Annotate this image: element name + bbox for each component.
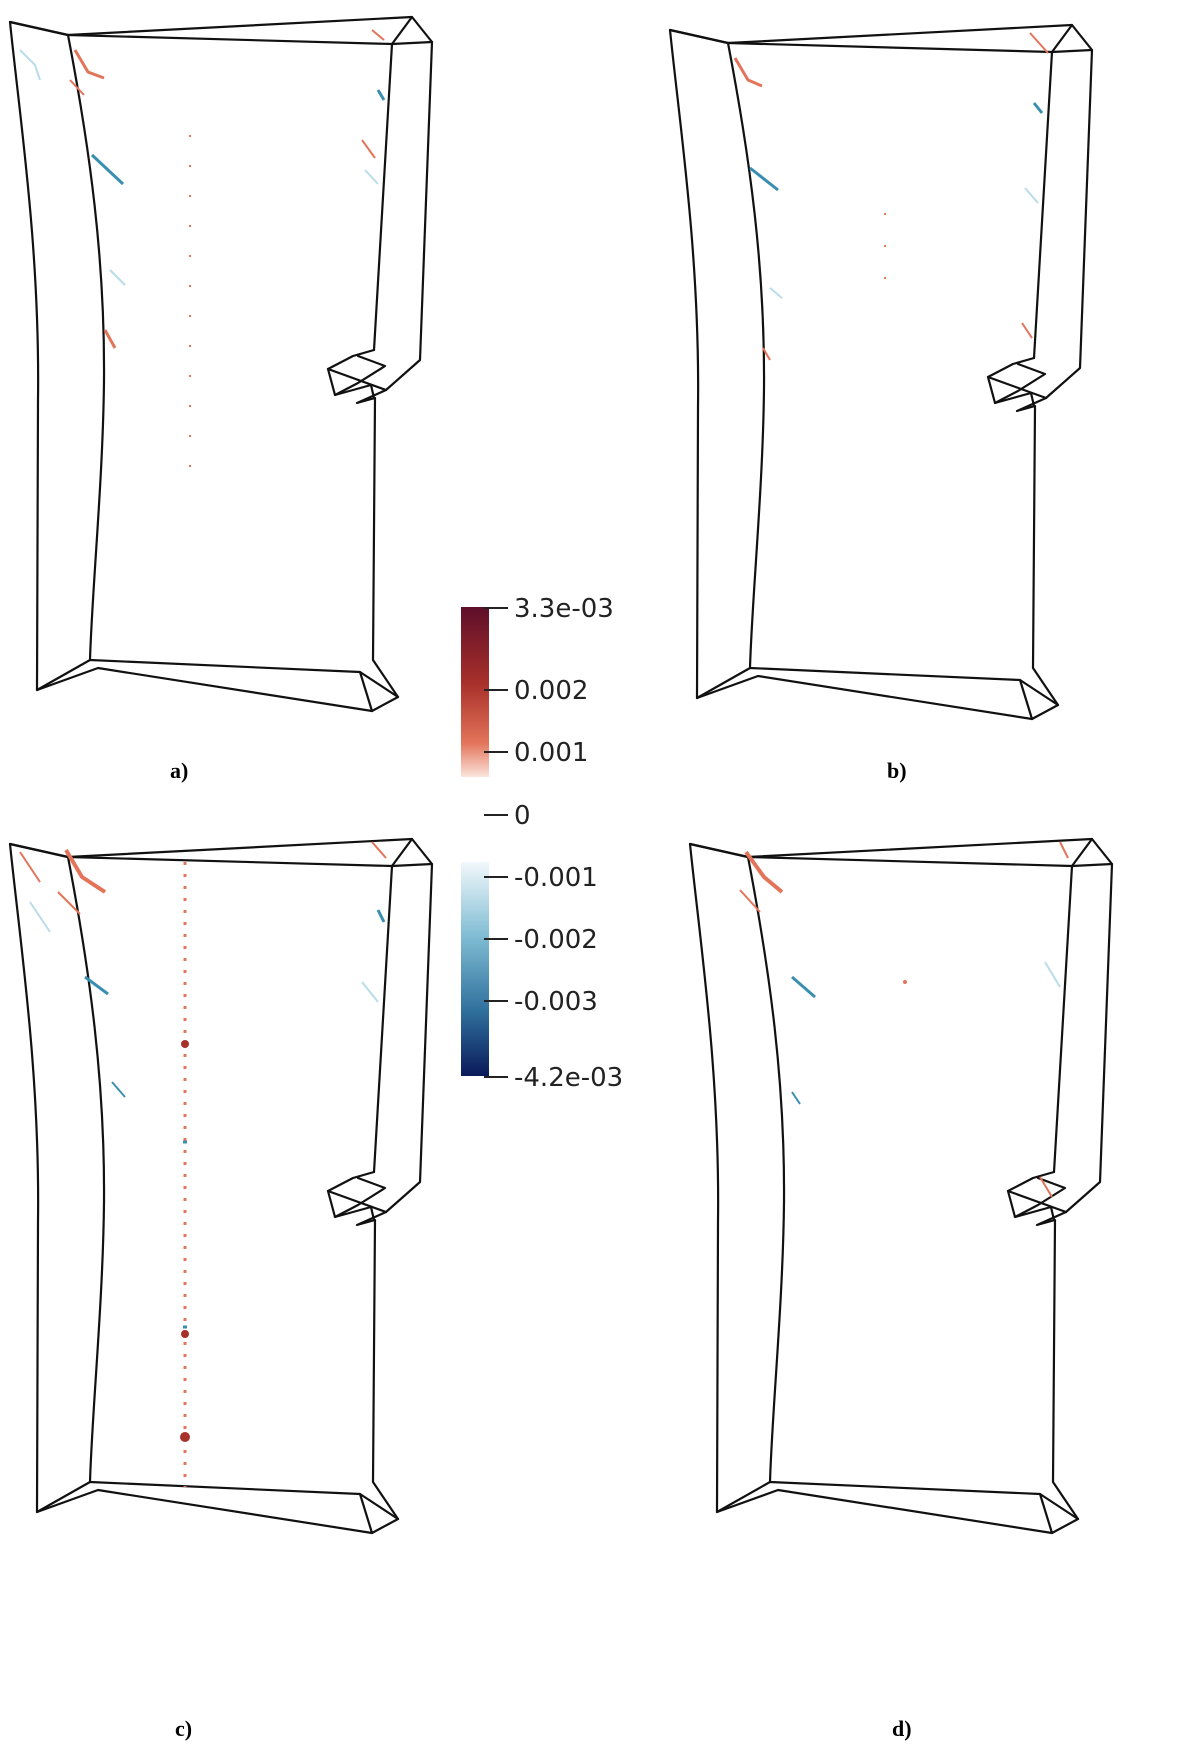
colorbar-ticks: 0.002 0.001 0 -0.001 -0.002 -0.003	[484, 676, 598, 1017]
panel-label-a: a)	[170, 758, 188, 783]
colorbar: 3.3e-03 0.002 0.001 0 -0.001 -0.002 -0.003 -4…	[461, 594, 623, 1093]
specimen-wireframe-d	[688, 837, 1114, 1535]
colorbar-negative-segment	[461, 862, 489, 1076]
panel-c: c)	[8, 837, 434, 1741]
field-markers-c	[19, 841, 387, 1487]
colorbar-tick-label: 0	[514, 801, 531, 831]
colorbar-tick-label: -0.003	[514, 987, 598, 1017]
specimen-wireframe-a	[8, 15, 434, 713]
colorbar-positive-segment	[461, 607, 489, 777]
field-markers-b	[733, 32, 1049, 361]
colorbar-max-label: 3.3e-03	[514, 594, 614, 624]
panel-label-d: d)	[892, 1716, 912, 1741]
colorbar-tick-label: 0.001	[514, 738, 588, 768]
specimen-wireframe-b	[668, 23, 1094, 721]
panel-d: d)	[688, 837, 1114, 1741]
panel-b: b)	[668, 23, 1094, 783]
field-markers-d	[739, 841, 1069, 1198]
panel-label-c: c)	[175, 1716, 192, 1741]
panel-a: a)	[8, 15, 434, 783]
colorbar-min-label: -4.2e-03	[514, 1063, 623, 1093]
colorbar-tick-label: -0.001	[514, 863, 598, 893]
panel-label-b: b)	[887, 758, 907, 783]
field-markers-a	[19, 29, 386, 480]
colorbar-tick-label: -0.002	[514, 925, 598, 955]
colorbar-tick-label: 0.002	[514, 676, 588, 706]
specimen-wireframe-c	[8, 837, 434, 1535]
